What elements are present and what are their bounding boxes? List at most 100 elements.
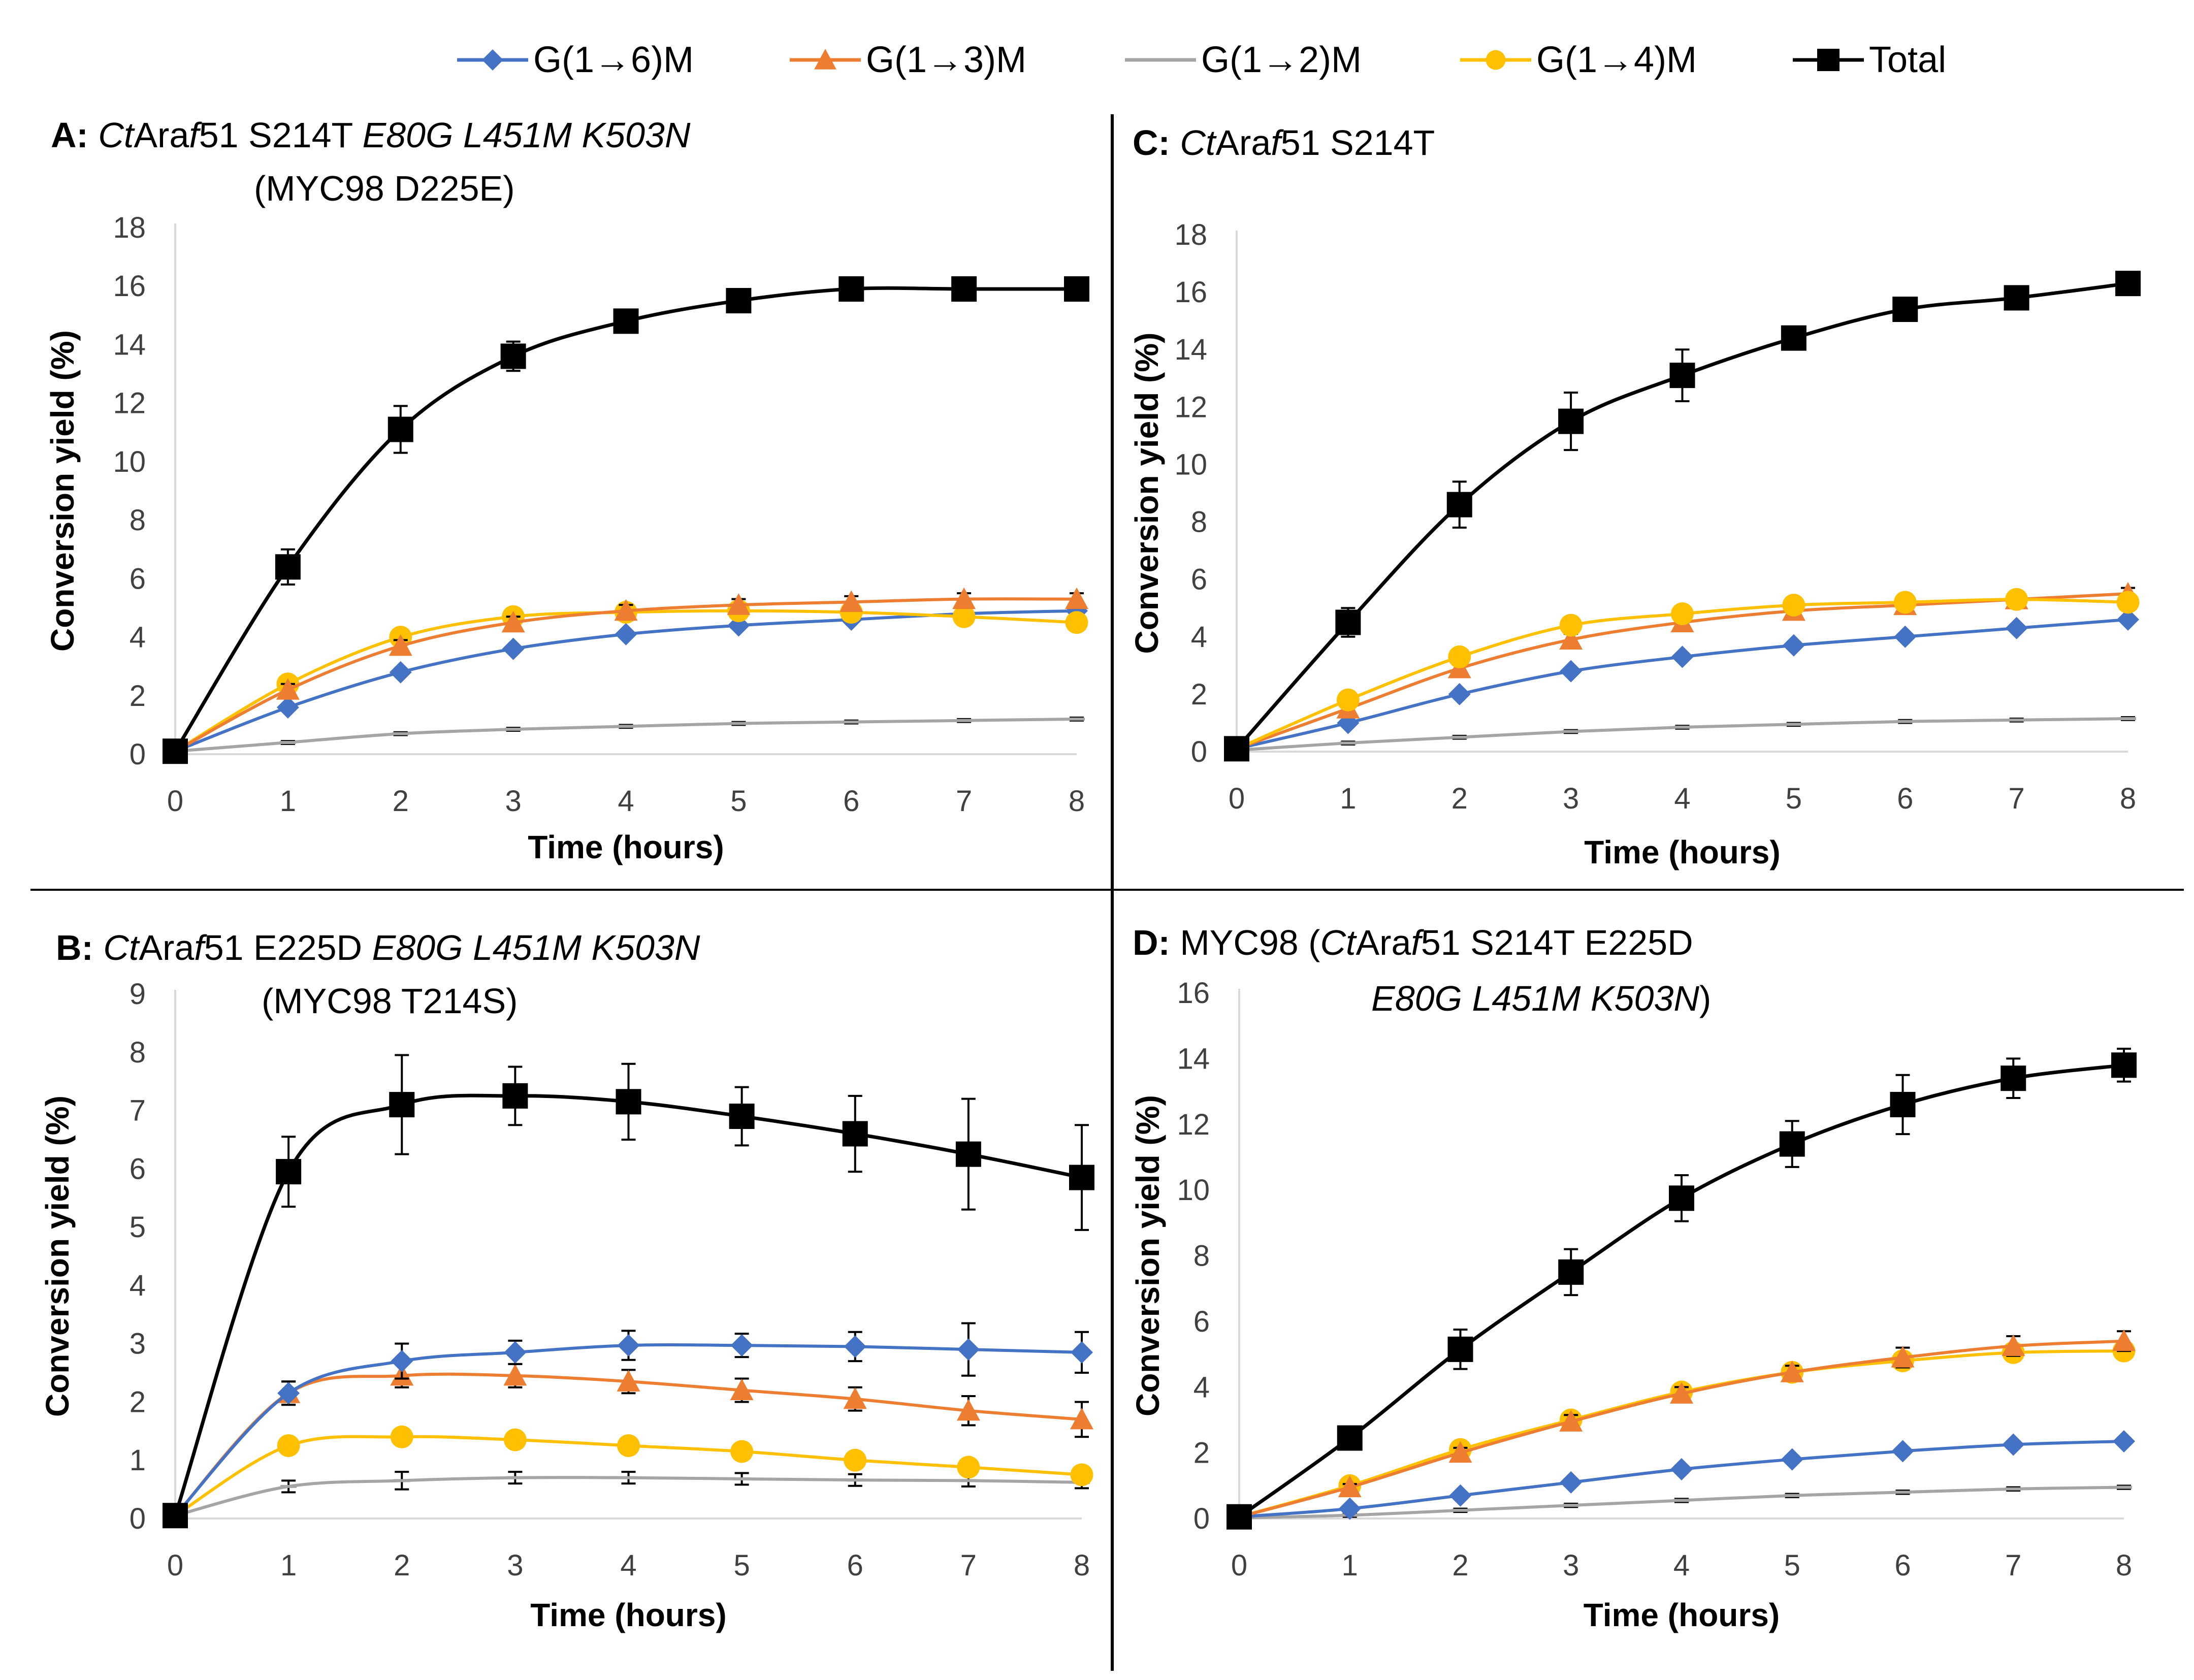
data-point-g14 <box>2116 591 2140 614</box>
data-point-total <box>955 1141 981 1167</box>
data-point-g14 <box>957 1456 980 1479</box>
x-axis-label-C: Time (hours) <box>1584 834 1780 870</box>
data-point-g13 <box>952 587 976 609</box>
y-tick-label-D: 10 <box>1177 1174 1210 1207</box>
x-tick-label-C: 5 <box>1786 782 1802 815</box>
legend-label-total: Total <box>1869 40 1946 80</box>
y-axis-label-A: Conversion yield (%) <box>44 330 81 652</box>
data-point-g16 <box>2002 1433 2025 1456</box>
y-tick-label-C: 0 <box>1191 735 1207 768</box>
series-line-total-D <box>1238 1063 2124 1519</box>
panel-title-C: C: CtAraf51 S214T <box>1133 123 1435 163</box>
legend-entry-g13: G(1→3)M <box>790 40 1026 80</box>
y-tick-label-B: 3 <box>130 1328 146 1361</box>
data-point-g13 <box>1780 1361 1804 1382</box>
data-point-total <box>1335 609 1361 635</box>
data-point-g16 <box>504 1341 527 1364</box>
y-tick-label-C: 12 <box>1174 391 1207 424</box>
data-point-g16 <box>2005 617 2028 639</box>
data-point-total <box>1447 1336 1473 1362</box>
y-axis-label-C: Conversion yield (%) <box>1128 333 1165 654</box>
series-g16-B <box>164 1322 1093 1527</box>
x-tick-label-C: 3 <box>1563 782 1579 815</box>
data-point-total <box>838 276 864 302</box>
data-point-g14 <box>730 1440 754 1463</box>
legend-marker-g14 <box>1486 50 1506 70</box>
panel-D: D: MYC98 (CtAraf51 S214T E225D E80G L451M… <box>1130 923 2137 1633</box>
data-point-total <box>163 738 188 764</box>
data-point-g13 <box>727 593 751 615</box>
panel-dividers <box>30 114 2184 1671</box>
data-point-g16 <box>1071 1341 1093 1364</box>
data-point-total <box>1779 1131 1805 1157</box>
y-tick-label-C: 18 <box>1174 218 1207 251</box>
x-tick-label-C: 7 <box>2008 782 2024 815</box>
data-point-total <box>1669 1185 1694 1211</box>
data-point-total <box>613 308 639 334</box>
data-point-g14 <box>390 1425 413 1448</box>
y-tick-label-C: 2 <box>1191 678 1207 711</box>
data-point-g16 <box>1670 1458 1693 1480</box>
panel-title-B: B: CtAraf51 E225D E80G L451M K503N <box>56 928 700 967</box>
data-point-total <box>2111 1052 2137 1078</box>
data-point-g16 <box>615 623 637 645</box>
data-point-g16 <box>957 1338 980 1361</box>
data-point-total <box>1892 297 1918 322</box>
data-point-g16 <box>1560 1471 1583 1494</box>
data-point-total <box>1558 408 1584 434</box>
data-point-g14 <box>1070 1463 1093 1487</box>
data-point-g13 <box>1559 1410 1583 1432</box>
legend-label-g14: G(1→4)M <box>1536 40 1697 80</box>
x-tick-label-D: 4 <box>1673 1549 1690 1582</box>
data-point-total <box>1337 1425 1363 1451</box>
data-point-g14 <box>1559 613 1583 637</box>
y-tick-label-D: 16 <box>1177 977 1210 1010</box>
legend-entry-g16: G(1→6)M <box>457 40 694 80</box>
x-tick-label-D: 0 <box>1231 1549 1247 1582</box>
data-point-g16 <box>391 1350 413 1373</box>
data-point-g16 <box>2117 608 2139 631</box>
legend-label-g16: G(1→6)M <box>533 40 694 80</box>
data-point-total <box>729 1104 755 1129</box>
data-point-g14 <box>617 1434 640 1457</box>
y-tick-label-C: 14 <box>1174 333 1207 366</box>
panel-B: B: CtAraf51 E225D E80G L451M K503N (MYC98… <box>39 928 1094 1633</box>
data-point-total <box>389 1092 415 1118</box>
data-point-g16 <box>277 1382 300 1405</box>
data-point-total <box>1227 1504 1252 1530</box>
x-tick-label-D: 5 <box>1784 1549 1800 1582</box>
x-tick-label-A: 8 <box>1069 785 1085 818</box>
data-point-total <box>500 343 526 369</box>
y-tick-label-D: 6 <box>1193 1305 1210 1338</box>
y-tick-label-B: 4 <box>130 1269 146 1302</box>
y-tick-label-A: 14 <box>113 328 146 361</box>
y-tick-label-A: 0 <box>130 738 146 771</box>
y-tick-label-A: 16 <box>113 270 146 303</box>
y-tick-label-A: 4 <box>130 621 146 654</box>
series-g14-B <box>164 1425 1093 1527</box>
x-tick-label-C: 1 <box>1340 782 1356 815</box>
y-tick-label-B: 0 <box>130 1502 146 1535</box>
data-point-g16 <box>1671 645 1694 668</box>
x-tick-label-A: 5 <box>730 785 747 818</box>
y-tick-label-B: 8 <box>130 1036 146 1069</box>
data-point-g13 <box>276 678 300 700</box>
data-point-g13 <box>389 634 412 656</box>
data-point-g16 <box>2113 1430 2135 1452</box>
data-point-total <box>842 1121 868 1147</box>
x-tick-label-B: 8 <box>1074 1549 1090 1582</box>
y-tick-label-D: 12 <box>1177 1108 1210 1141</box>
data-point-g16 <box>1448 683 1471 705</box>
panel-title-line2-B: (MYC98 T214S) <box>262 981 518 1021</box>
data-point-g16 <box>1781 1448 1803 1471</box>
series-g13-A <box>164 587 1088 761</box>
x-tick-label-A: 6 <box>843 785 859 818</box>
y-tick-label-A: 8 <box>130 504 146 537</box>
data-point-g13 <box>840 590 863 612</box>
data-point-total <box>2115 271 2141 297</box>
series-total-A <box>163 276 1089 764</box>
data-point-g14 <box>1893 591 1917 614</box>
x-axis-label-B: Time (hours) <box>530 1597 726 1633</box>
data-point-g14 <box>952 605 976 628</box>
y-tick-label-A: 12 <box>113 387 146 420</box>
